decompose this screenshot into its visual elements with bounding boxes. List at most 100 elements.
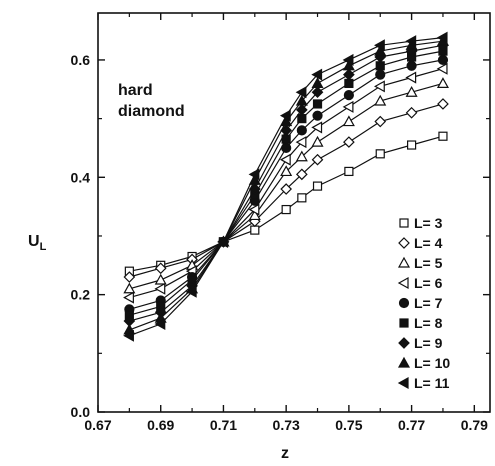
data-point bbox=[374, 80, 385, 93]
data-point bbox=[312, 99, 323, 109]
legend-marker bbox=[398, 237, 410, 249]
plot-frame bbox=[97, 12, 491, 413]
data-point bbox=[342, 59, 355, 71]
data-point bbox=[297, 114, 307, 124]
data-point bbox=[312, 181, 323, 191]
series-3 bbox=[123, 77, 449, 294]
data-point bbox=[344, 78, 354, 89]
data-point bbox=[295, 103, 308, 116]
y-tick-label: 0.6 bbox=[71, 52, 91, 68]
data-point bbox=[311, 77, 324, 89]
ticks-layer: 0.67 0.69 0.71 0.73 0.75 0.77 0.79 0.0 0.2 0.4 0.6 bbox=[71, 13, 490, 433]
data-point bbox=[123, 329, 134, 342]
series-line bbox=[129, 59, 444, 310]
annotation-line-2: diamond bbox=[118, 103, 185, 120]
data-point bbox=[374, 94, 387, 106]
data-point bbox=[295, 168, 308, 181]
y-axis-title-main: U bbox=[28, 233, 40, 250]
data-point bbox=[250, 225, 260, 235]
x-tick-label: 0.67 bbox=[84, 417, 111, 433]
legend-marker bbox=[398, 337, 410, 349]
series-line bbox=[129, 82, 444, 290]
legend-label: L= 3 bbox=[414, 215, 443, 231]
data-point bbox=[281, 204, 291, 215]
data-point bbox=[375, 149, 385, 159]
data-point bbox=[297, 193, 307, 203]
data-point bbox=[248, 168, 260, 181]
y-tick-label: 0.0 bbox=[71, 404, 91, 420]
data-point bbox=[374, 39, 385, 52]
legend-label: L= 7 bbox=[414, 295, 443, 311]
data-point bbox=[296, 125, 307, 136]
data-point bbox=[248, 203, 260, 216]
data-point bbox=[154, 273, 167, 285]
data-point bbox=[437, 98, 449, 110]
series-4 bbox=[123, 62, 448, 304]
data-point bbox=[312, 110, 323, 121]
legend-marker bbox=[397, 356, 411, 368]
data-point bbox=[375, 61, 385, 71]
series-5 bbox=[124, 54, 449, 315]
data-point bbox=[295, 136, 307, 149]
x-tick-label: 0.69 bbox=[147, 417, 174, 433]
x-tick-label: 0.77 bbox=[398, 417, 425, 433]
x-tick-label: 0.75 bbox=[335, 417, 362, 433]
x-tick-label: 0.71 bbox=[210, 417, 237, 433]
legend-marker bbox=[397, 376, 409, 390]
legend-label: L= 4 bbox=[414, 235, 443, 251]
data-point bbox=[343, 68, 355, 81]
data-point bbox=[311, 121, 323, 134]
data-point bbox=[123, 282, 136, 294]
legend: L= 3 L= 4 L= 5 L= 6 L= 7 L= 8 L= 9 L= 10 L= 11 bbox=[397, 215, 450, 391]
data-point bbox=[154, 317, 166, 331]
data-point bbox=[311, 86, 324, 99]
data-point bbox=[406, 60, 417, 71]
data-point bbox=[436, 62, 448, 75]
data-point bbox=[405, 35, 417, 48]
data-point bbox=[374, 44, 387, 56]
legend-label: L= 5 bbox=[414, 255, 443, 271]
data-point bbox=[311, 135, 324, 147]
data-point bbox=[344, 166, 354, 177]
data-point bbox=[154, 282, 166, 295]
data-point bbox=[295, 86, 307, 99]
legend-label: L= 10 bbox=[414, 355, 450, 371]
data-point bbox=[343, 136, 355, 148]
legend-label: L= 8 bbox=[414, 315, 443, 331]
data-point bbox=[311, 153, 324, 166]
series-layer bbox=[123, 31, 449, 342]
y-axis-title: UL bbox=[28, 233, 47, 253]
data-point bbox=[185, 285, 197, 298]
data-point bbox=[438, 131, 448, 141]
data-point bbox=[343, 90, 354, 101]
x-tick-label: 0.79 bbox=[461, 417, 488, 433]
legend-marker bbox=[399, 218, 409, 228]
data-point bbox=[123, 271, 136, 283]
data-point bbox=[405, 71, 417, 84]
data-point bbox=[407, 140, 417, 150]
series-1 bbox=[124, 131, 448, 276]
x-axis-title: z bbox=[281, 445, 289, 462]
series-line bbox=[129, 50, 444, 316]
legend-marker bbox=[397, 276, 409, 290]
data-point bbox=[295, 94, 308, 106]
annotation-line-1: hard bbox=[118, 82, 153, 99]
series-line bbox=[129, 135, 444, 272]
data-point bbox=[154, 262, 167, 275]
data-point bbox=[279, 109, 291, 122]
series-line bbox=[129, 40, 444, 331]
data-point bbox=[123, 291, 134, 304]
data-point bbox=[342, 53, 354, 66]
data-point bbox=[295, 150, 308, 162]
series-line bbox=[129, 68, 444, 299]
data-point bbox=[437, 54, 449, 66]
data-point bbox=[280, 183, 293, 195]
y-tick-label: 0.4 bbox=[71, 169, 91, 185]
data-point bbox=[280, 165, 293, 177]
data-point bbox=[436, 31, 448, 44]
x-tick-label: 0.73 bbox=[273, 417, 300, 433]
legend-label: L= 6 bbox=[414, 275, 443, 291]
data-point bbox=[279, 153, 291, 166]
series-6 bbox=[124, 46, 448, 320]
data-point bbox=[375, 69, 386, 80]
